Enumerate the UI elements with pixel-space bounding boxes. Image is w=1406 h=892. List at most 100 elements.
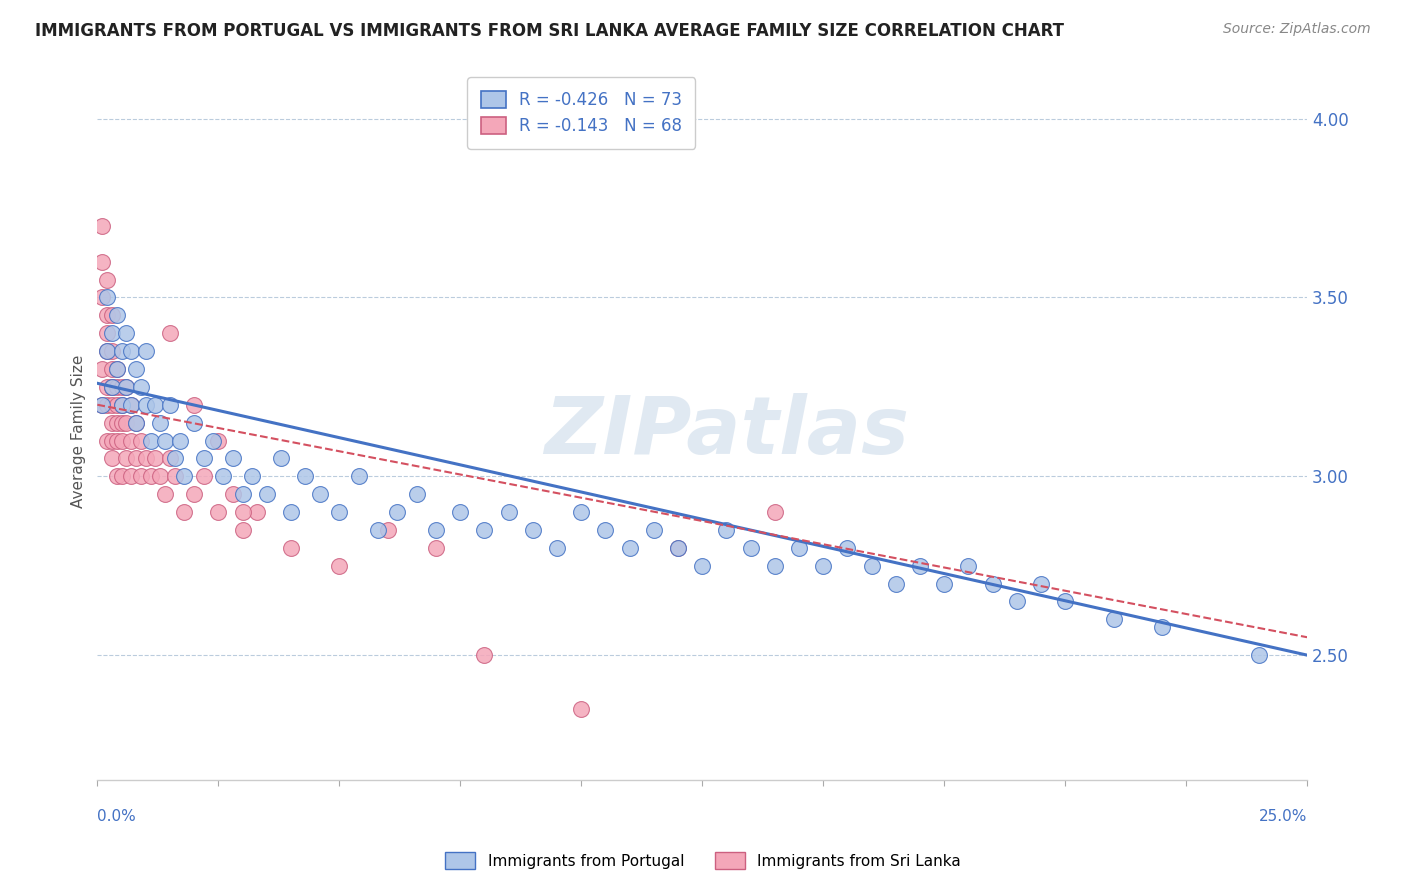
Point [240,469,263,483]
Point [173,469,195,483]
Point [129,469,152,483]
Point [91,219,114,233]
Point [1029,576,1052,591]
Point [449,505,471,519]
Point [222,487,245,501]
Point [957,558,980,573]
Point [619,541,641,555]
Point [169,434,191,448]
Point [129,380,152,394]
Point [377,523,399,537]
Point [129,434,152,448]
Point [110,469,132,483]
Point [101,326,124,341]
Point [569,702,592,716]
Point [120,344,142,359]
Point [139,469,162,483]
Point [125,416,148,430]
Point [474,523,496,537]
Point [105,362,128,376]
Point [474,648,496,662]
Point [115,416,138,430]
Point [207,434,229,448]
Point [101,309,124,323]
Point [270,451,292,466]
Point [387,505,409,519]
Point [153,434,176,448]
Point [763,505,786,519]
Point [105,362,128,376]
Point [101,362,124,376]
Text: Source: ZipAtlas.com: Source: ZipAtlas.com [1223,22,1371,37]
Point [110,344,132,359]
Point [595,523,617,537]
Point [405,487,427,501]
Point [91,290,114,304]
Point [328,505,350,519]
Point [115,326,138,341]
Point [546,541,568,555]
Point [1005,594,1028,608]
Point [105,380,128,394]
Point [153,487,176,501]
Point [173,505,195,519]
Point [96,344,118,359]
Point [425,523,447,537]
Point [231,487,253,501]
Point [981,576,1004,591]
Point [101,451,124,466]
Text: 0.0%: 0.0% [97,809,136,824]
Point [716,523,738,537]
Point [96,380,118,394]
Point [666,541,689,555]
Point [120,469,142,483]
Point [280,505,302,519]
Point [347,469,370,483]
Point [193,469,215,483]
Point [135,451,157,466]
Point [193,451,215,466]
Point [884,576,907,591]
Point [135,398,157,412]
Point [101,416,124,430]
Point [690,558,713,573]
Point [110,380,132,394]
Text: ZIPatlas: ZIPatlas [544,392,908,471]
Point [246,505,269,519]
Point [159,326,181,341]
Point [740,541,762,555]
Point [96,290,118,304]
Point [96,344,118,359]
Point [202,434,225,448]
Point [163,451,186,466]
Point [105,309,128,323]
Point [309,487,332,501]
Point [163,469,186,483]
Point [837,541,859,555]
Point [159,398,181,412]
Point [101,380,124,394]
Point [125,451,148,466]
Point [367,523,389,537]
Point [666,541,689,555]
Text: IMMIGRANTS FROM PORTUGAL VS IMMIGRANTS FROM SRI LANKA AVERAGE FAMILY SIZE CORREL: IMMIGRANTS FROM PORTUGAL VS IMMIGRANTS F… [35,22,1064,40]
Point [115,380,138,394]
Point [96,272,118,286]
Point [643,523,665,537]
Text: 25.0%: 25.0% [1258,809,1308,824]
Point [91,398,114,412]
Point [183,487,205,501]
Point [1102,612,1125,626]
Point [1150,619,1173,633]
Point [934,576,956,591]
Point [135,344,157,359]
Point [811,558,834,573]
Point [1247,648,1270,662]
Point [149,469,172,483]
Y-axis label: Average Family Size: Average Family Size [72,355,86,508]
Point [256,487,278,501]
Point [908,558,931,573]
Point [149,416,172,430]
Point [294,469,316,483]
Point [96,434,118,448]
